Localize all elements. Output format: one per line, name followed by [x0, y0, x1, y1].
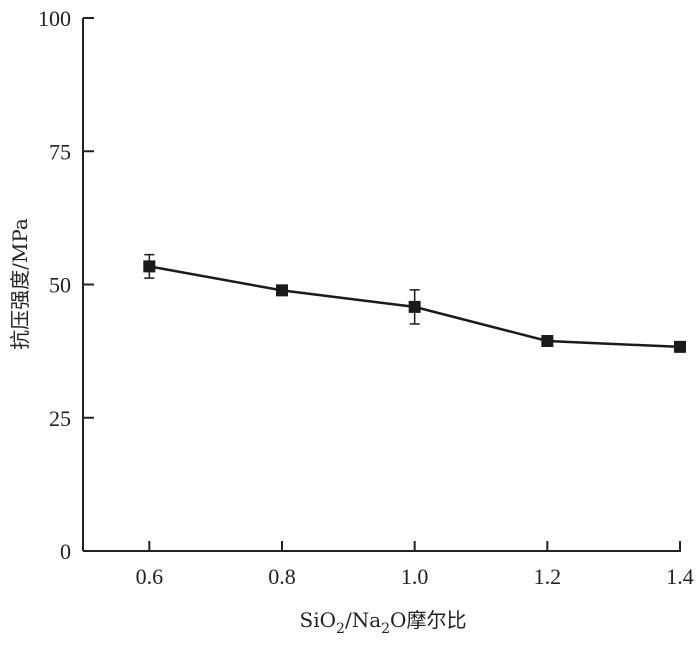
data-point-3	[541, 334, 554, 347]
data-point-0	[143, 260, 156, 273]
x-tick-label-1: 0.8	[268, 564, 296, 589]
y-ticks: 0 25 50 75 100	[38, 6, 94, 564]
data-point-4	[674, 340, 686, 353]
x-axis-title: SiO2/Na2O摩尔比	[300, 608, 467, 637]
x-tick-label-3: 1.2	[534, 564, 562, 589]
axes	[82, 18, 681, 552]
y-tick-label-4: 100	[38, 6, 71, 31]
y-axis-title: 抗压强度/MPa	[8, 218, 32, 350]
x-tick-label-0: 0.6	[136, 564, 164, 589]
y-tick-label-2: 50	[49, 273, 71, 298]
data-point-1	[276, 284, 288, 297]
y-tick-label-1: 25	[49, 406, 71, 431]
series-group	[143, 253, 686, 353]
data-point-2	[408, 300, 421, 313]
x-ticks: 0.6 0.8 1.0 1.2 1.4	[136, 541, 694, 589]
x-tick-label-2: 1.0	[401, 564, 429, 589]
x-tick-label-4: 1.4	[666, 564, 694, 589]
y-tick-label-0: 0	[60, 539, 71, 564]
y-tick-label-3: 75	[49, 139, 71, 164]
